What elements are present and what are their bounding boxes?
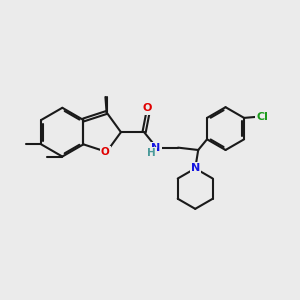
Text: Cl: Cl [256,112,268,122]
Text: H: H [147,148,156,158]
Text: N: N [190,164,200,173]
Text: O: O [101,147,110,157]
Text: N: N [152,142,160,153]
Text: O: O [143,103,152,113]
